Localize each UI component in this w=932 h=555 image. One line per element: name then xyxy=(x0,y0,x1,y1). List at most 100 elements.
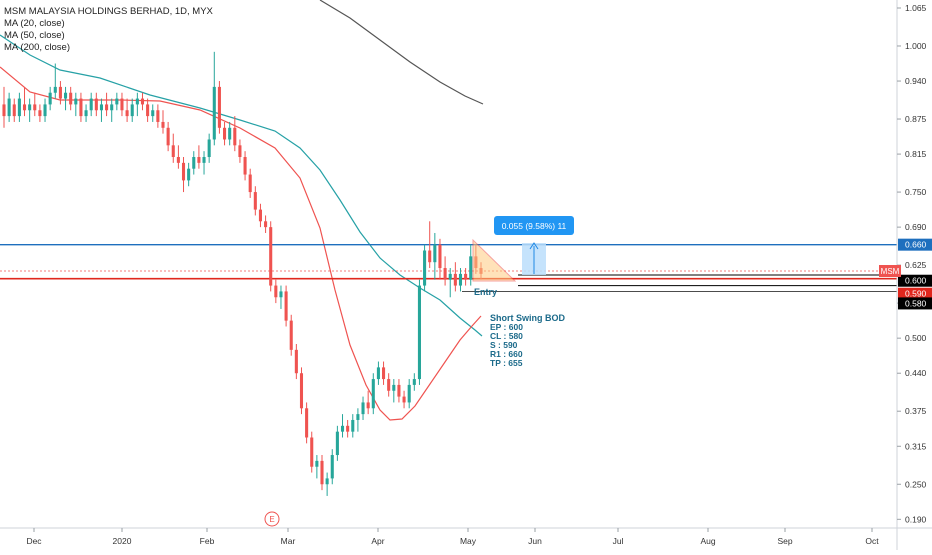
candle xyxy=(351,414,355,438)
annotation-tp: TP : 655 xyxy=(490,358,523,368)
moving-averages xyxy=(0,0,484,421)
candle-body xyxy=(207,139,211,158)
candle xyxy=(64,86,68,111)
candle xyxy=(248,168,252,198)
candle xyxy=(340,414,345,438)
candle xyxy=(38,104,42,122)
candle xyxy=(94,92,98,117)
candle-body xyxy=(7,98,11,117)
candle xyxy=(217,81,221,134)
earnings-circle[interactable] xyxy=(264,511,280,527)
candle-body xyxy=(38,110,42,117)
candle-body xyxy=(412,379,416,385)
candle-body xyxy=(325,478,329,485)
legend-title: MSM MALAYSIA HOLDINGS BERHAD, 1D, MYX xyxy=(4,6,214,17)
candle xyxy=(166,121,170,152)
price-tick-label: 0.315 xyxy=(905,441,927,451)
candle xyxy=(253,186,257,216)
candle xyxy=(130,98,134,122)
price-highlight-box xyxy=(898,287,932,300)
legend-ma20[interactable]: MA (20, close) xyxy=(4,18,65,29)
candle xyxy=(28,98,32,122)
candle-body xyxy=(43,104,47,117)
price-tick-label: 0.940 xyxy=(905,76,927,86)
legend-ma200[interactable]: MA (200, close) xyxy=(4,42,70,53)
candle-body xyxy=(171,145,175,158)
candle xyxy=(325,472,329,496)
price-highlight[interactable]: 0.580 xyxy=(898,297,932,310)
time-scale[interactable]: Dec 2020 Feb Mar Apr May Jun Jul Aug Sep Oct xyxy=(0,527,932,546)
annotation-r1: R1 : 660 xyxy=(490,349,523,359)
candle xyxy=(202,151,206,175)
candle xyxy=(238,139,242,163)
price-highlight-label: 0.590 xyxy=(905,289,927,299)
candle-body xyxy=(223,127,227,140)
candle xyxy=(464,268,468,286)
earnings-marker[interactable]: E xyxy=(264,511,280,527)
candle xyxy=(443,256,447,286)
candle-body xyxy=(269,227,273,286)
price-tick-label: 0.690 xyxy=(905,222,927,232)
candle-body xyxy=(453,273,457,286)
candle-body xyxy=(84,110,88,117)
candle-body xyxy=(315,460,319,467)
candle xyxy=(274,279,278,304)
candle xyxy=(171,133,175,163)
trade-annotation[interactable]: Entry Short Swing BOD EP : 600 CL : 580 … xyxy=(474,287,565,368)
triangle-pattern[interactable] xyxy=(472,238,517,282)
annotation-s: S : 590 xyxy=(490,340,518,350)
candle-body xyxy=(58,86,62,99)
price-tick-label: 0.815 xyxy=(905,149,927,159)
candle-body xyxy=(299,373,304,409)
candle xyxy=(125,98,129,122)
candle xyxy=(469,244,473,286)
candle xyxy=(74,92,78,117)
candle xyxy=(294,344,298,380)
candle xyxy=(330,449,334,485)
candle-body xyxy=(443,268,447,280)
candle-body xyxy=(279,291,283,298)
candle xyxy=(207,133,211,163)
candle-body xyxy=(135,98,139,105)
candle xyxy=(192,151,196,175)
candle-body xyxy=(320,460,324,485)
candle xyxy=(397,379,401,403)
candle-body xyxy=(64,92,68,99)
price-scale[interactable]: 1.065 1.000 0.940 0.875 0.815 0.750 0.690 0.625… xyxy=(879,0,932,550)
candle-body xyxy=(89,98,93,111)
price-tick-label: 0.375 xyxy=(905,406,927,416)
candle xyxy=(438,238,442,280)
measure-tool[interactable]: 0.055 (9.58%) 11 xyxy=(494,216,574,275)
candle xyxy=(212,51,216,146)
symbol-tag[interactable]: MSM xyxy=(879,265,901,277)
candle xyxy=(156,104,160,128)
candle-body xyxy=(274,285,278,298)
candle xyxy=(228,121,232,146)
candle xyxy=(361,396,365,420)
candle-body xyxy=(361,402,365,415)
price-highlight[interactable]: 0.660 xyxy=(898,238,932,251)
candle-body xyxy=(156,110,160,122)
candle-body xyxy=(248,174,252,193)
candle-body xyxy=(99,104,103,111)
price-highlight[interactable]: 0.600 xyxy=(898,274,932,287)
price-highlight[interactable]: 0.590 xyxy=(898,287,932,300)
candle xyxy=(376,361,380,385)
horizontal-levels[interactable] xyxy=(0,243,897,287)
candle xyxy=(402,390,406,409)
candle xyxy=(412,373,416,391)
candle-body xyxy=(238,145,242,158)
drawings[interactable] xyxy=(462,238,897,292)
candle-body xyxy=(140,98,145,105)
candle-body xyxy=(69,92,73,105)
candle-body xyxy=(310,437,314,467)
candle xyxy=(407,379,411,409)
ma50-line xyxy=(0,34,483,337)
candle xyxy=(140,92,145,111)
candle xyxy=(22,86,27,117)
price-tick-label: 0.875 xyxy=(905,114,927,124)
legend-ma50[interactable]: MA (50, close) xyxy=(4,30,65,41)
candle xyxy=(146,98,150,122)
